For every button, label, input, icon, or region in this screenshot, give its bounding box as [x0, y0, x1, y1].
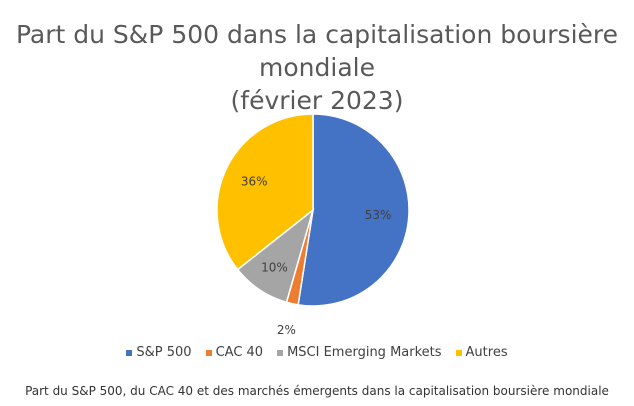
- legend-item-sp500: S&P 500: [126, 345, 192, 360]
- chart-legend: S&P 500 CAC 40 MSCI Emerging Markets Aut…: [0, 345, 634, 360]
- data-label-sp500: 53%: [365, 208, 392, 222]
- data-label-cac40: 2%: [277, 323, 296, 337]
- legend-swatch-msci-em: [277, 349, 284, 356]
- legend-label-msci-em: MSCI Emerging Markets: [287, 345, 442, 360]
- legend-label-autres: Autres: [465, 345, 508, 360]
- legend-label-cac40: CAC 40: [215, 345, 264, 360]
- legend-swatch-autres: [455, 349, 462, 356]
- data-label-msci-em: 10%: [261, 260, 288, 274]
- legend-item-autres: Autres: [455, 345, 508, 360]
- chart-title-line2: (février 2023): [230, 86, 404, 115]
- pie-slice-sp500: [297, 113, 410, 307]
- figure-caption: Part du S&P 500, du CAC 40 et des marché…: [25, 384, 609, 398]
- data-label-autres: 36%: [241, 175, 268, 189]
- pie-slice-autres: [216, 113, 314, 271]
- legend-swatch-cac40: [205, 349, 212, 356]
- chart-title-line1: Part du S&P 500 dans la capitalisation b…: [15, 20, 619, 82]
- legend-swatch-sp500: [126, 349, 133, 356]
- legend-label-sp500: S&P 500: [136, 345, 192, 360]
- legend-item-cac40: CAC 40: [205, 345, 264, 360]
- chart-title: Part du S&P 500 dans la capitalisation b…: [0, 18, 634, 117]
- legend-item-msci-em: MSCI Emerging Markets: [277, 345, 442, 360]
- pie-chart: 53% 2% 10% 36%: [216, 113, 410, 337]
